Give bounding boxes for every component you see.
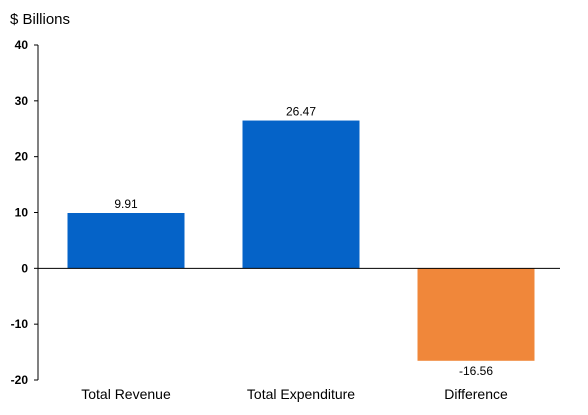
bar-difference bbox=[417, 268, 535, 361]
y-tick-label: 0 bbox=[21, 261, 28, 275]
category-label: Difference bbox=[444, 386, 508, 402]
y-axis: 40 30 20 10 0 -10 -20 bbox=[11, 38, 39, 387]
y-tick-label: -10 bbox=[11, 317, 29, 331]
category-labels: Total Revenue Total Expenditure Difference bbox=[81, 386, 508, 402]
bars bbox=[67, 120, 535, 361]
y-tick-label: 10 bbox=[15, 206, 29, 220]
y-axis-label: $ Billions bbox=[10, 11, 70, 28]
bar-total-revenue bbox=[67, 213, 185, 269]
data-labels: 9.91 26.47 -16.56 bbox=[114, 105, 493, 378]
data-label: -16.56 bbox=[459, 364, 493, 378]
y-tick-label: -20 bbox=[11, 373, 29, 387]
category-label: Total Expenditure bbox=[247, 386, 355, 402]
bar-total-expenditure bbox=[242, 120, 360, 269]
y-tick-label: 20 bbox=[15, 150, 29, 164]
data-label: 26.47 bbox=[286, 105, 316, 119]
data-label: 9.91 bbox=[114, 197, 138, 211]
category-label: Total Revenue bbox=[81, 386, 171, 402]
y-tick-label: 40 bbox=[15, 38, 29, 52]
y-tick-label: 30 bbox=[15, 94, 29, 108]
